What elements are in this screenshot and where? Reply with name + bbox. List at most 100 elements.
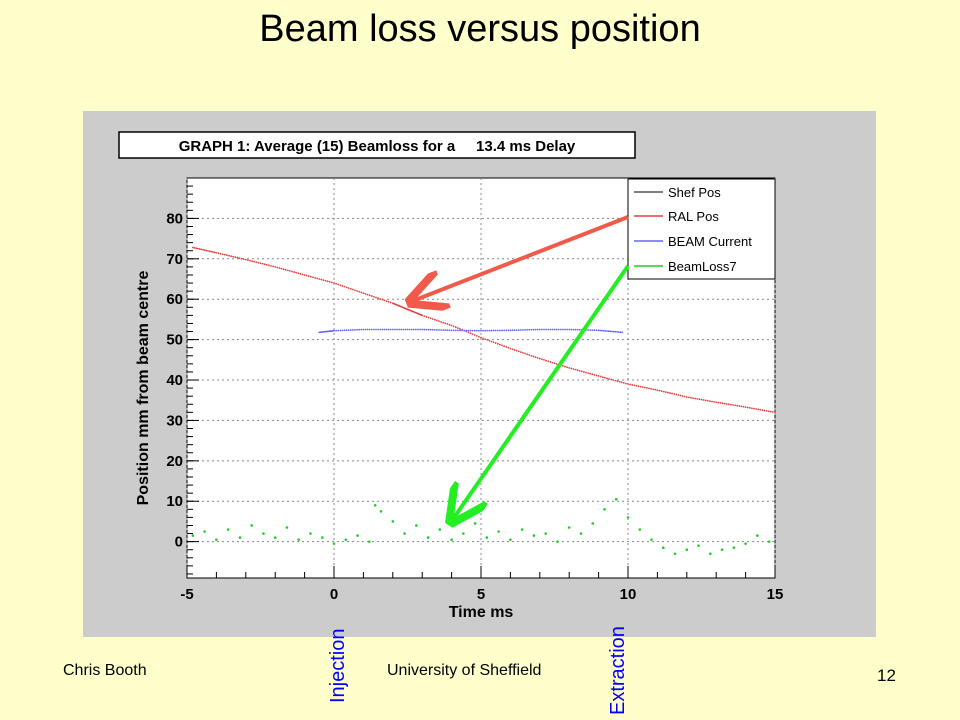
point-beam <box>465 329 468 332</box>
point-ral <box>772 411 774 413</box>
point-ral <box>692 397 694 400</box>
point-loss <box>591 522 595 525</box>
point-ral <box>570 367 573 370</box>
point-ral <box>228 254 230 257</box>
point-loss <box>215 538 218 541</box>
point-beam <box>607 330 610 333</box>
point-beam <box>543 328 545 331</box>
point-loss <box>567 526 571 529</box>
point-ral <box>310 275 312 278</box>
point-ral <box>669 392 671 394</box>
point-beam <box>568 328 571 331</box>
point-ral <box>589 372 592 375</box>
point-ral <box>208 250 211 253</box>
point-ral <box>421 314 424 317</box>
point-beam <box>614 330 617 333</box>
point-ral <box>205 249 208 252</box>
point-ral <box>358 290 361 293</box>
point-ral <box>662 390 665 393</box>
point-ral <box>299 272 302 275</box>
point-beam <box>494 329 497 332</box>
point-ral <box>767 410 770 413</box>
point-ral <box>694 397 697 400</box>
point-beam <box>551 328 554 331</box>
point-beam <box>536 328 539 331</box>
point-ral <box>549 361 552 363</box>
point-ral <box>627 383 629 385</box>
point-ral <box>633 384 636 387</box>
point-ral <box>471 333 474 336</box>
point-ral <box>616 380 619 383</box>
point-ral <box>744 406 747 408</box>
point-ral <box>207 249 209 252</box>
point-ral <box>620 381 623 384</box>
point-beam <box>356 328 358 331</box>
point-ral <box>433 318 436 321</box>
point-beam <box>559 328 562 331</box>
point-ral <box>499 343 501 346</box>
point-beam <box>520 329 522 331</box>
point-beam <box>385 328 388 331</box>
point-loss <box>732 546 736 549</box>
point-beam <box>457 329 459 332</box>
arrow-red <box>410 215 629 302</box>
point-ral <box>675 393 678 396</box>
point-loss <box>744 542 747 545</box>
point-ral <box>526 353 529 356</box>
point-beam <box>404 328 407 331</box>
point-ral <box>690 396 692 399</box>
point-ral <box>742 405 745 408</box>
point-loss <box>720 548 724 552</box>
point-ral <box>593 373 596 376</box>
point-ral <box>210 250 213 253</box>
point-ral <box>240 257 243 260</box>
legend-label-shef: Shef Pos <box>668 185 721 200</box>
point-loss <box>191 534 195 537</box>
point-ral <box>769 410 772 413</box>
point-ral <box>343 285 346 288</box>
point-beam <box>547 328 550 331</box>
point-beam <box>444 329 447 332</box>
x-tick-label: 0 <box>330 586 338 603</box>
point-ral <box>520 351 522 354</box>
point-beam <box>555 328 558 331</box>
x-tick-label: 15 <box>767 586 784 603</box>
point-ral <box>566 366 568 369</box>
point-beam <box>499 329 501 332</box>
point-beam <box>431 328 434 331</box>
point-beam <box>473 329 476 332</box>
point-ral <box>614 379 617 382</box>
point-beam <box>578 328 581 331</box>
point-beam <box>532 328 535 331</box>
point-beam <box>570 328 573 331</box>
point-ral <box>221 253 224 256</box>
point-ral <box>553 362 556 365</box>
point-ral <box>356 290 358 292</box>
point-beam <box>463 329 466 332</box>
point-ral <box>658 389 661 392</box>
point-beam <box>482 329 484 332</box>
point-ral <box>667 391 669 394</box>
point-beam <box>402 328 405 331</box>
point-ral <box>320 278 323 281</box>
point-beam <box>509 329 512 332</box>
point-ral <box>608 377 610 380</box>
y-tick-label: 20 <box>166 453 183 470</box>
point-ral <box>591 373 594 376</box>
point-beam <box>589 329 592 331</box>
point-ral <box>681 395 684 397</box>
point-beam <box>341 329 344 332</box>
chart-title: GRAPH 1: Average (15) Beamloss for a 13.… <box>179 138 576 155</box>
point-beam <box>381 328 384 331</box>
point-ral <box>765 409 768 412</box>
point-ral <box>368 294 371 297</box>
arrow-green <box>451 264 630 522</box>
point-loss <box>203 530 206 533</box>
point-ral <box>276 266 279 269</box>
point-loss <box>367 540 371 543</box>
point-beam <box>333 329 335 332</box>
point-ral <box>203 249 206 252</box>
point-beam <box>370 328 373 331</box>
point-ral <box>717 401 720 404</box>
point-ral <box>219 252 222 255</box>
